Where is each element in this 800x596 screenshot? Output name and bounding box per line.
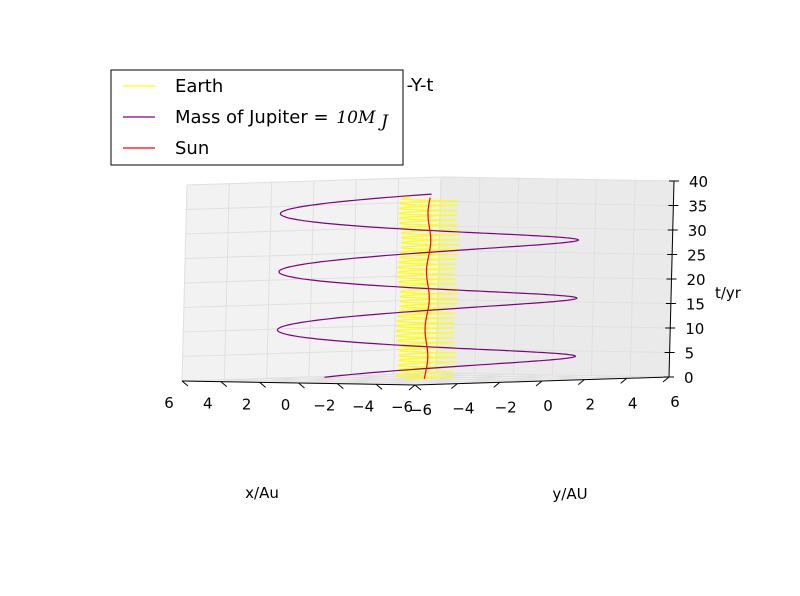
z-tick-label: 5 xyxy=(685,345,695,363)
y-tick-label: 2 xyxy=(586,396,596,414)
data-series xyxy=(276,193,580,380)
z-tick-label: 0 xyxy=(684,369,694,387)
y-tick-label: 0 xyxy=(543,397,553,415)
grid-z-left xyxy=(182,348,437,357)
z-tick-label: 30 xyxy=(688,222,707,240)
grid-y-floor xyxy=(393,373,627,379)
legend-label-sun: Sun xyxy=(175,138,209,159)
legend-label-jupiter-sub: J xyxy=(378,112,389,132)
y-tick-mark xyxy=(493,381,500,388)
x-tick-mark xyxy=(298,382,305,389)
x-tick-label: −6 xyxy=(391,398,413,416)
y-tick-label: −2 xyxy=(495,398,517,416)
grid-z-right xyxy=(440,176,675,182)
grid-z-left xyxy=(183,299,438,308)
chart-title: -Y-t xyxy=(407,75,434,96)
grid-z-left xyxy=(185,250,440,259)
series-line-sun xyxy=(423,197,432,380)
legend-label-jupiter-text: Mass of Jupiter = xyxy=(175,107,329,128)
z-tick-label: 10 xyxy=(685,320,704,338)
x-tick-label: 2 xyxy=(242,395,252,413)
y-axis-label: y/AU xyxy=(552,485,587,503)
y-tick-label: 4 xyxy=(628,394,638,412)
grid-y-floor xyxy=(224,379,458,385)
grid-z-left xyxy=(181,372,437,382)
x-axis-label: x/Au xyxy=(245,484,279,502)
grid-z-right xyxy=(440,201,674,206)
grid-z-left xyxy=(184,274,439,284)
legend: Earth Mass of Jupiter = 10M J Sun xyxy=(110,69,404,166)
x-tick-mark xyxy=(259,381,266,388)
z-tick-label: 35 xyxy=(688,198,707,216)
grid-z-left xyxy=(186,201,441,210)
grid-y-floor xyxy=(308,376,543,382)
y-tick-label: 6 xyxy=(670,393,680,411)
x-tick-label: 6 xyxy=(164,394,174,412)
y-tick-mark xyxy=(535,380,543,387)
y-tick-mark xyxy=(620,377,627,384)
grid-y-floor xyxy=(351,375,585,381)
grid-z-left xyxy=(186,176,442,186)
z-tick-label: 20 xyxy=(687,271,706,289)
grid-z-left xyxy=(185,225,440,235)
z-tick-label: 25 xyxy=(687,247,706,265)
y-tick-mark xyxy=(662,376,670,383)
series-line-jupiter xyxy=(276,193,580,378)
y-tick-mark xyxy=(451,383,458,390)
grid-z-right xyxy=(438,274,672,280)
x-tick-mark xyxy=(375,383,383,390)
x-tick-label: −2 xyxy=(313,397,335,415)
grid-z-left xyxy=(183,323,438,333)
z-tick-label: 40 xyxy=(689,173,708,191)
x-tick-mark xyxy=(337,383,344,390)
grid-y-floor xyxy=(266,377,500,383)
z-axis-label: t/yr xyxy=(715,284,742,302)
legend-label-jupiter: Mass of Jupiter = 10M J xyxy=(175,107,389,132)
x-tick-mark xyxy=(220,381,228,388)
grid-lines xyxy=(181,176,675,386)
legend-label-earth: Earth xyxy=(175,76,223,97)
x-tick-mark xyxy=(181,380,189,387)
y-tick-mark xyxy=(578,379,585,386)
z-tick-label: 15 xyxy=(686,296,705,314)
grid-z-right xyxy=(439,225,673,231)
grid-z-right xyxy=(437,323,671,329)
y-tick-label: −6 xyxy=(410,401,432,419)
x-tick-label: 0 xyxy=(281,396,291,414)
legend-box xyxy=(110,69,404,166)
grid-z-right xyxy=(439,250,673,255)
grid-z-right xyxy=(435,372,670,378)
x-tick-label: 4 xyxy=(203,395,213,413)
legend-label-jupiter-math: 10M xyxy=(336,108,376,128)
x-tick-mark xyxy=(414,384,422,391)
y-tick-mark xyxy=(408,384,416,391)
y-tick-label: −4 xyxy=(452,400,474,418)
x-tick-label: −4 xyxy=(352,397,374,415)
